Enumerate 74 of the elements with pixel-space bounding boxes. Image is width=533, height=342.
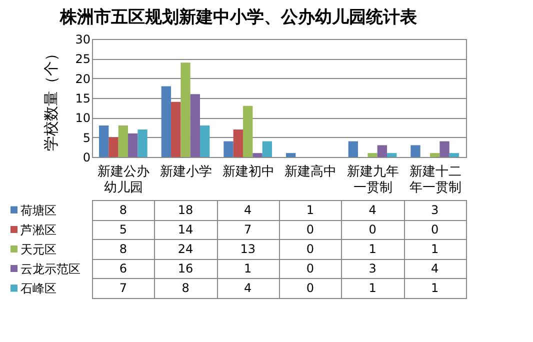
data-label: 14 — [178, 222, 194, 236]
data-label: 1 — [368, 242, 376, 256]
data-label: 4 — [244, 202, 252, 217]
bar — [224, 141, 234, 157]
y-tick-label: 30 — [75, 32, 90, 46]
y-tick-label: 25 — [75, 52, 90, 66]
data-label: 0 — [306, 262, 314, 276]
bar — [108, 137, 118, 157]
data-label: 4 — [368, 202, 376, 217]
data-label: 7 — [119, 281, 127, 296]
y-tick-label: 15 — [75, 92, 90, 106]
data-label: 3 — [431, 202, 439, 217]
bar — [138, 129, 148, 157]
data-label: 1 — [431, 281, 439, 296]
bar — [430, 153, 440, 157]
x-tick-label: 新建小学 — [160, 164, 212, 180]
bar — [98, 126, 109, 157]
bar — [180, 62, 190, 157]
data-label: 8 — [182, 281, 190, 296]
bar — [410, 145, 420, 157]
legend-label: 石峰区 — [20, 282, 56, 296]
data-label: 7 — [244, 222, 252, 236]
x-tick-label: 新建公办幼儿园 — [98, 164, 150, 196]
data-label: 8 — [119, 202, 127, 217]
bar — [118, 126, 128, 157]
legend-label: 芦淞区 — [20, 222, 56, 237]
bar — [200, 126, 210, 157]
chart-title: 株洲市五区规划新建中小学、公办幼儿园统计表 — [58, 8, 418, 28]
bar — [242, 106, 253, 157]
data-label: 4 — [244, 281, 252, 296]
data-label: 0 — [306, 242, 314, 256]
bar — [377, 145, 388, 157]
data-label: 24 — [178, 242, 194, 256]
data-label: 5 — [119, 222, 127, 236]
data-label: 6 — [119, 262, 127, 276]
data-label: 13 — [240, 242, 256, 256]
bar — [170, 102, 181, 157]
y-axis-title: 学校数量（个） — [42, 46, 60, 151]
y-tick-label: 5 — [82, 130, 90, 145]
x-tick-label: 新建初中 — [222, 164, 274, 180]
bar — [348, 141, 358, 157]
bar — [449, 153, 460, 157]
data-label: 0 — [431, 222, 439, 236]
data-label: 1 — [368, 281, 376, 296]
data-label: 0 — [368, 222, 376, 236]
y-tick-label: 0 — [82, 150, 90, 164]
data-label: 1 — [431, 242, 439, 256]
bar — [128, 133, 138, 157]
data-label: 16 — [178, 262, 194, 276]
data-label: 18 — [178, 202, 194, 217]
bar — [262, 141, 272, 157]
bar — [161, 86, 171, 157]
legend-label: 天元区 — [20, 242, 56, 256]
legend-label: 云龙示范区 — [20, 262, 80, 276]
x-tick-label: 新建十二年一贯制 — [409, 164, 462, 196]
data-label: 0 — [306, 222, 314, 236]
bar — [252, 153, 262, 157]
y-tick-label: 20 — [75, 72, 90, 86]
bar — [440, 141, 450, 157]
bar — [286, 153, 296, 157]
data-label: 8 — [119, 242, 127, 256]
bar — [190, 94, 200, 157]
y-tick-label: 10 — [75, 111, 90, 126]
data-label: 3 — [368, 262, 376, 276]
bar — [233, 129, 243, 157]
data-label: 0 — [306, 281, 314, 296]
bar — [368, 153, 378, 157]
data-label: 1 — [306, 202, 314, 217]
legend-label: 荷塘区 — [20, 203, 56, 218]
data-label: 1 — [244, 262, 252, 276]
x-tick-label: 新建高中 — [284, 164, 337, 180]
data-label: 4 — [431, 262, 439, 276]
x-tick-label: 新建九年一贯制 — [347, 164, 399, 196]
bar — [387, 153, 397, 157]
